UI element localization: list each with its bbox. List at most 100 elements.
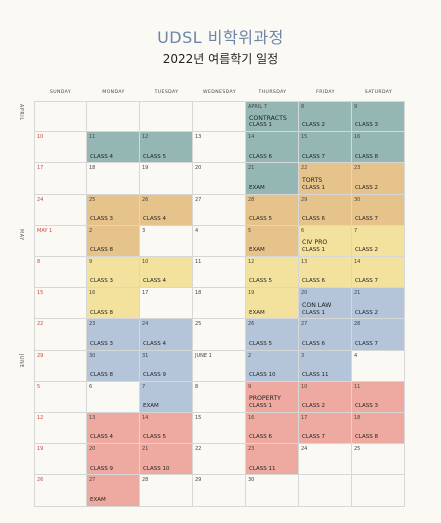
event-text: EXAM [249, 310, 265, 317]
date-number: 14 [142, 415, 149, 421]
date-number: 2 [89, 227, 93, 234]
date-number: 27 [301, 321, 308, 328]
date-number: 25 [89, 196, 96, 203]
event-text: CLASS 8 [90, 310, 113, 317]
calendar-cell [87, 101, 140, 133]
event-text: CLASS 10 [249, 372, 276, 379]
date-number: 3 [301, 352, 305, 359]
calendar-cell: 3 CLASS 11 [299, 350, 352, 382]
event-text: CLASS 8 [355, 154, 378, 161]
class-label: CLASS 5 [249, 215, 273, 222]
date-number: 6 [89, 383, 93, 390]
date-number: 8 [301, 104, 305, 110]
class-label: CLASS 7 [302, 153, 326, 160]
event-text: CLASS 3 [90, 216, 113, 223]
class-label: CLASS 5 [143, 153, 167, 160]
calendar-cell: 25 [352, 444, 405, 476]
calendar-cell: 24 CLASS 4 [140, 319, 193, 351]
date-number: 16 [354, 134, 361, 141]
calendar-cell: 11 [193, 257, 246, 289]
event-text: EXAM [249, 185, 265, 192]
calendar-cell: 3 [140, 225, 193, 257]
course-name: CIV PRO [302, 239, 328, 247]
date-number: 9 [354, 104, 358, 110]
calendar-cell: 21 CLASS 2 [352, 288, 405, 320]
date-number: 7 [142, 383, 146, 390]
class-label: CLASS 7 [302, 434, 326, 441]
date-number: 18 [354, 415, 361, 421]
date-number: 21 [354, 290, 361, 297]
calendar-cell: 20 [193, 163, 246, 195]
calendar-cell: 10 CLASS 4 [140, 257, 193, 289]
calendar-cell: 25 CLASS 3 [87, 194, 140, 226]
event-text: TORTS CLASS 1 [302, 177, 325, 192]
date-number: 28 [354, 321, 361, 328]
date-number: 9 [89, 259, 93, 265]
calendar-cell: 15 [34, 288, 87, 320]
event-text: CONTRACTS CLASS 1 [249, 115, 287, 130]
calendar-cell: 8 [34, 257, 87, 289]
calendar-cell: 28 CLASS 5 [246, 194, 299, 226]
event-text: CLASS 5 [143, 434, 166, 441]
date-number: 24 [142, 321, 149, 328]
event-text: CLASS 5 [249, 216, 272, 223]
event-text: CLASS 2 [302, 122, 325, 129]
date-number: MAY 1 [37, 227, 53, 234]
date-number: 5 [37, 383, 41, 390]
calendar-cell: 12 CLASS 5 [140, 132, 193, 164]
date-number: 6 [301, 227, 305, 234]
date-number: 20 [195, 165, 202, 172]
event-text: CLASS 8 [90, 372, 113, 379]
class-label: CLASS 8 [90, 371, 114, 378]
event-text: CLASS 4 [143, 216, 166, 223]
event-text: CLASS 4 [143, 341, 166, 348]
calendar-cell: 26 CLASS 4 [140, 194, 193, 226]
date-number: 30 [89, 352, 96, 359]
calendar-cell: 29 CLASS 6 [299, 194, 352, 226]
event-text: PROPERTY CLASS 1 [249, 395, 281, 410]
class-label: CLASS 8 [90, 247, 114, 254]
date-number: 12 [142, 134, 149, 141]
event-text: CLASS 9 [90, 466, 113, 473]
event-text: CLASS 6 [249, 154, 272, 161]
calendar-cell: 31 CLASS 9 [140, 350, 193, 382]
event-text: CLASS 7 [355, 341, 378, 348]
class-label: CLASS 3 [90, 278, 114, 285]
date-number: 20 [89, 446, 96, 453]
calendar-cell: 29 [34, 350, 87, 382]
event-text: CLASS 10 [143, 466, 170, 473]
calendar-cell: 2 CLASS 10 [246, 350, 299, 382]
exam-label: EXAM [249, 247, 265, 254]
date-number: 22 [301, 165, 308, 172]
class-label: CLASS 11 [249, 465, 276, 472]
date-number: 29 [301, 196, 308, 203]
calendar-cell: 25 [193, 319, 246, 351]
calendar-cell [352, 475, 405, 507]
date-number: 14 [248, 134, 255, 141]
exam-label: EXAM [249, 184, 265, 191]
date-number: 13 [301, 259, 308, 265]
date-number: 24 [37, 196, 44, 203]
date-number: 11 [89, 134, 96, 141]
calendar-cell: 26 CLASS 5 [246, 319, 299, 351]
date-number: 3 [142, 227, 146, 234]
event-text: CLASS 11 [302, 372, 329, 379]
calendar-cell [193, 101, 246, 133]
event-text: CLASS 7 [302, 434, 325, 441]
class-label: CLASS 2 [355, 184, 379, 191]
class-label: CLASS 6 [302, 278, 326, 285]
event-text: CLASS 3 [355, 122, 378, 129]
calendar-cell: MAY 1 [34, 225, 87, 257]
class-label: CLASS 2 [302, 122, 326, 129]
date-number: 22 [195, 446, 202, 453]
calendar-cell: 10 [34, 132, 87, 164]
event-text: CLASS 7 [302, 154, 325, 161]
calendar-cell: 20 CLASS 9 [87, 444, 140, 476]
calendar-cell: 17 CLASS 7 [299, 413, 352, 445]
calendar-cell: 5 [34, 381, 87, 413]
weekday-header-tuesday: TUESDAY [154, 90, 179, 95]
calendar-cell: 16 CLASS 8 [87, 288, 140, 320]
calendar-cell: 30 CLASS 7 [352, 194, 405, 226]
calendar-cell: 11 CLASS 3 [352, 381, 405, 413]
class-label: CLASS 6 [302, 340, 326, 347]
